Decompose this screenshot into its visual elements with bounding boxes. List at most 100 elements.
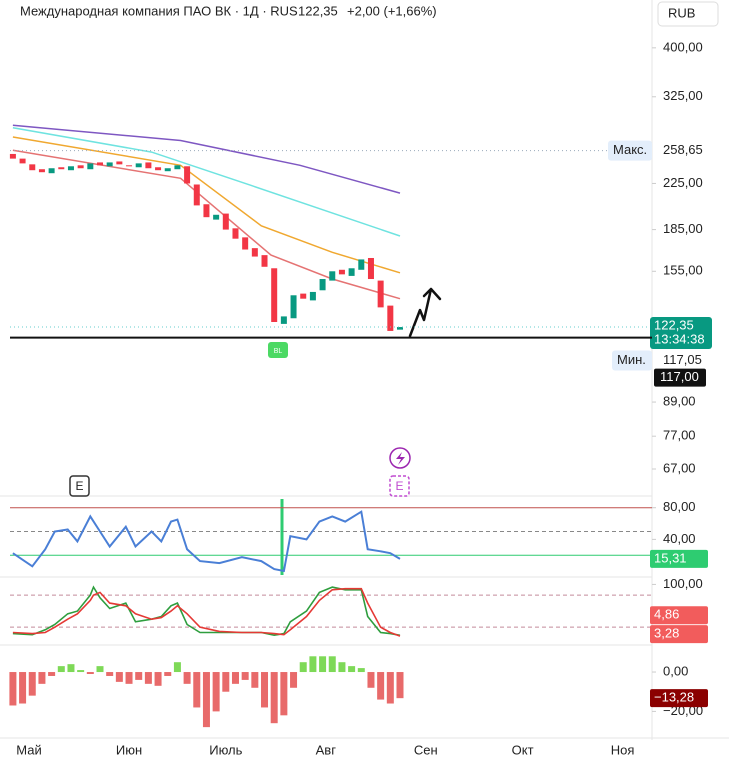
moving-average — [12, 126, 401, 237]
histogram-bar — [319, 656, 327, 673]
histogram-bar — [183, 672, 191, 684]
histogram-bar — [377, 672, 385, 700]
histogram-bar — [77, 670, 85, 673]
earnings-label[interactable]: E — [75, 479, 83, 493]
signal-label[interactable]: BL — [274, 348, 283, 355]
candle — [38, 169, 45, 173]
value-tag — [650, 549, 708, 568]
line — [12, 510, 401, 573]
candle — [135, 163, 142, 168]
last-value: 122,35 — [654, 317, 694, 332]
histogram-bar — [28, 672, 36, 696]
y-tick-label: 89,00 — [663, 393, 696, 408]
candle — [77, 165, 84, 169]
countdown: 13:34:38 — [654, 331, 705, 346]
candle — [87, 163, 94, 170]
candle — [48, 168, 55, 174]
candle — [300, 293, 307, 299]
histogram-bar — [57, 666, 65, 673]
x-tick-label: Авг — [316, 742, 337, 757]
candle — [290, 295, 297, 319]
histogram-bar — [328, 656, 336, 673]
value-tag — [650, 625, 708, 644]
candle — [329, 271, 336, 281]
y-tick-label: 80,00 — [663, 499, 696, 514]
candle — [232, 228, 239, 239]
y-tick-label: 67,00 — [663, 460, 696, 475]
line — [12, 587, 401, 637]
value-tag — [650, 689, 708, 708]
earnings-label[interactable]: E — [395, 479, 403, 493]
histogram-bar — [48, 672, 56, 676]
candle — [271, 268, 278, 322]
histogram-bar — [280, 672, 288, 716]
histogram-bar — [348, 666, 356, 673]
moving-average — [12, 136, 401, 274]
candle — [213, 214, 220, 220]
histogram-bar — [173, 662, 181, 673]
candle — [58, 167, 65, 170]
histogram-bar — [9, 672, 17, 706]
candle — [9, 153, 16, 159]
candle — [29, 164, 36, 171]
histogram-bar — [357, 668, 365, 673]
currency[interactable]: RUB — [668, 5, 695, 20]
candle — [358, 259, 365, 270]
candle — [97, 162, 103, 166]
low-value: 117,05 — [663, 352, 702, 367]
low-bubble — [612, 350, 652, 371]
histogram-bar — [96, 666, 104, 673]
high-bubble — [608, 140, 652, 161]
candle — [309, 291, 316, 301]
candle — [348, 268, 355, 276]
candle — [387, 305, 394, 331]
price: 122,35 — [298, 3, 338, 18]
histogram-bar — [241, 672, 249, 680]
earnings-icon[interactable] — [69, 475, 90, 497]
level-tag — [654, 368, 706, 387]
currency-box[interactable] — [657, 1, 719, 27]
y-tick-label: 77,00 — [663, 428, 696, 443]
candle — [222, 213, 229, 230]
x-tick-label: Июль — [209, 742, 242, 757]
y-tick-label: 185,00 — [663, 221, 703, 236]
histogram-bar — [106, 672, 114, 676]
x-tick-label: Окт — [512, 742, 534, 757]
histogram-bar — [261, 672, 269, 708]
candle — [280, 316, 287, 324]
histogram-bar — [154, 672, 162, 686]
histogram-bar — [38, 672, 46, 684]
histogram-bar — [367, 672, 375, 688]
last-tag — [650, 317, 712, 350]
candle — [184, 166, 191, 184]
level-value: 117,00 — [660, 369, 699, 384]
histogram-bar — [86, 672, 94, 675]
earnings-icon-future[interactable] — [389, 475, 410, 497]
y-tick-label: 0,00 — [663, 663, 688, 678]
histogram-bar — [309, 656, 317, 673]
histogram-bar — [270, 672, 278, 724]
candle — [261, 255, 268, 267]
y-tick-label: 225,00 — [663, 175, 703, 190]
moving-average — [12, 149, 401, 300]
low-label: Мин. — [617, 352, 646, 367]
candle — [242, 237, 249, 250]
histogram-bar — [338, 662, 346, 673]
candle — [19, 158, 26, 164]
candle — [164, 168, 171, 172]
candle — [338, 269, 345, 275]
x-tick-label: Ноя — [611, 742, 635, 757]
signal-marker[interactable] — [268, 342, 288, 358]
candle — [126, 165, 133, 167]
histogram-bar — [251, 672, 259, 688]
candle — [397, 327, 403, 330]
y-tick-label: 40,00 — [663, 531, 696, 546]
candle — [367, 257, 374, 280]
candle — [251, 248, 258, 257]
candle — [106, 162, 113, 167]
y-tick-label: 155,00 — [663, 263, 703, 278]
candle — [155, 167, 162, 171]
x-tick-label: Июн — [116, 742, 142, 757]
candle — [174, 165, 181, 170]
